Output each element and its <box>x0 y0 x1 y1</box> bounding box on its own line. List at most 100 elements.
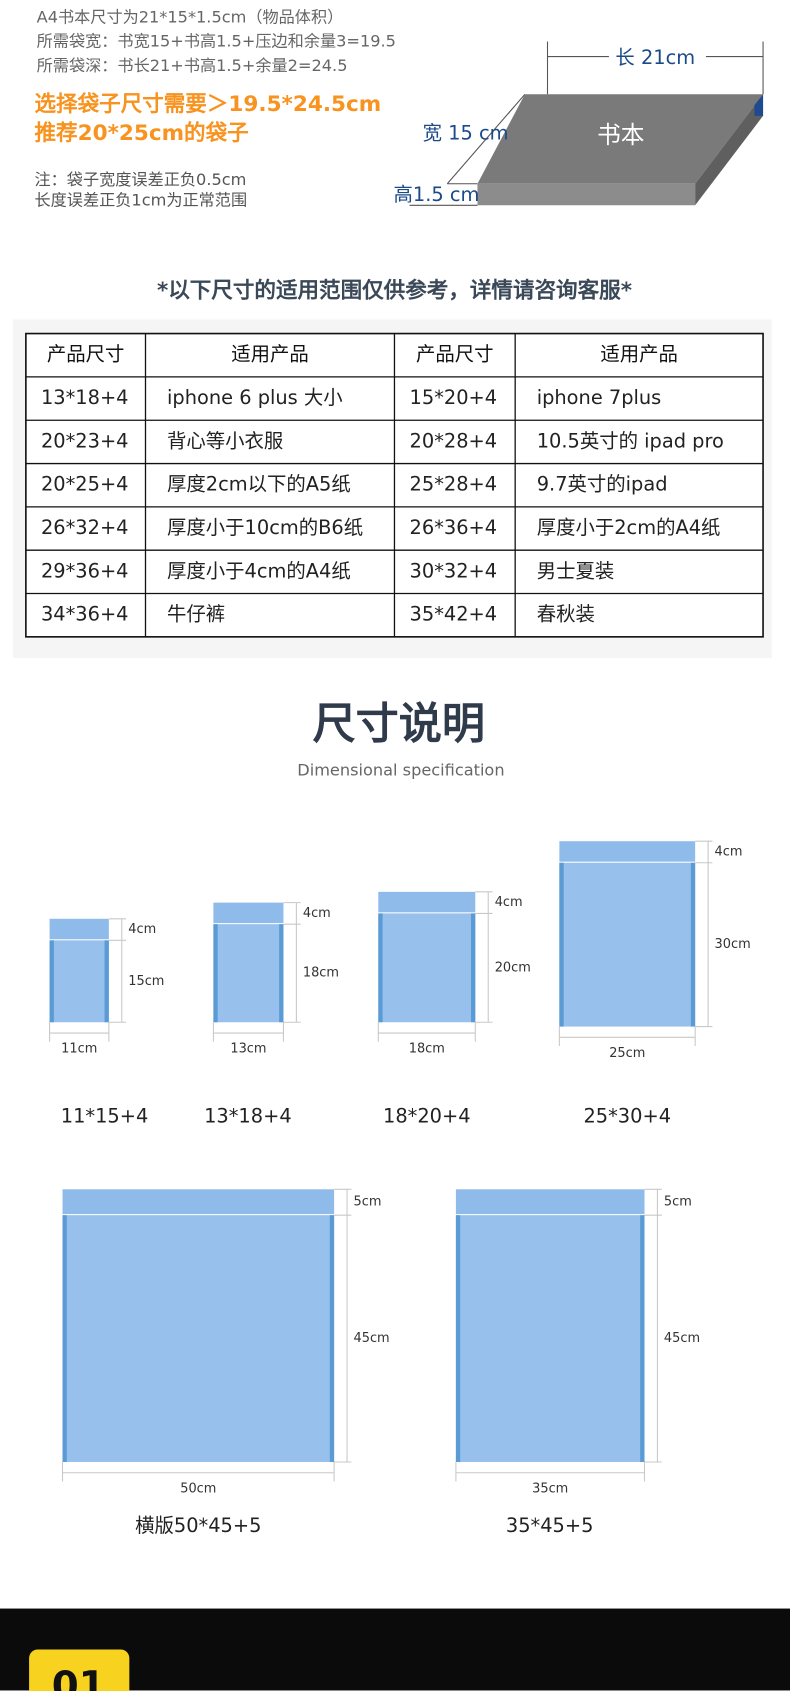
height-label: 45cm <box>354 1331 390 1346</box>
highlight-line: 推荐20*25cm的袋子 <box>34 120 248 146</box>
bag-flap <box>62 1189 335 1215</box>
table-cell: 30*32+4 <box>410 559 498 582</box>
bag-flap <box>455 1189 645 1215</box>
dim-line <box>446 93 526 185</box>
table-cell: iphone 6 plus 大小 <box>167 386 343 409</box>
flap-label: 4cm <box>715 844 743 859</box>
height-label: 15cm <box>128 974 164 989</box>
height-label: 45cm <box>664 1331 700 1346</box>
badge-number: 01 <box>52 1664 106 1691</box>
table-cell: 厚度小于10cm的B6纸 <box>167 516 363 539</box>
bag-edge <box>559 862 564 1027</box>
table-cell: iphone 7plus <box>537 386 662 409</box>
table-cell: 29*36+4 <box>41 559 129 582</box>
bag-edge <box>62 1215 67 1462</box>
footer-band <box>0 1608 790 1691</box>
bag-edge <box>640 1215 645 1462</box>
bag-body <box>378 913 476 1023</box>
table-cell: 20*25+4 <box>41 473 129 496</box>
footer-badge <box>29 1649 130 1691</box>
intro-line: A4书本尺寸为21*15*1.5cm（物品体积） <box>37 7 344 26</box>
table-cell: 厚度小于2cm的A4纸 <box>537 516 721 539</box>
bag-name: 11*15+4 <box>61 1105 149 1128</box>
bag-name: 18*20+4 <box>383 1105 471 1128</box>
height-label: 20cm <box>495 960 531 975</box>
length-label: 长 21cm <box>615 46 695 69</box>
book-top <box>477 94 764 184</box>
table-cell: 26*32+4 <box>41 516 129 539</box>
bag-edge <box>279 924 284 1023</box>
table-cell: 9.7英寸的ipad <box>537 473 668 496</box>
table-header: 产品尺寸 <box>47 343 125 366</box>
table-cell: 25*28+4 <box>410 473 498 496</box>
width-label: 35cm <box>532 1481 568 1496</box>
table-cell: 13*18+4 <box>41 386 129 409</box>
table-title: *以下尺寸的适用范围仅供参考，详情请咨询客服* <box>157 278 632 304</box>
bag-body <box>213 924 284 1023</box>
table-cell: 15*20+4 <box>410 386 498 409</box>
flap-label: 4cm <box>303 906 331 921</box>
section-subtitle: Dimensional specification <box>297 761 504 780</box>
table-header: 适用产品 <box>231 343 309 366</box>
book-diagram: 长 21cm 宽 15 cm 高1.5 cm 书本 <box>394 41 764 206</box>
bag-edge <box>49 940 54 1023</box>
table-cell: 34*36+4 <box>41 603 129 626</box>
bag-edge <box>470 913 476 1023</box>
width-label: 11cm <box>61 1042 97 1057</box>
table-cell: 26*36+4 <box>410 516 498 539</box>
table-cell: 背心等小衣服 <box>167 429 283 452</box>
table-header: 适用产品 <box>600 343 678 366</box>
width-label: 50cm <box>180 1481 216 1496</box>
highlight-line: 选择袋子尺寸需要＞19.5*24.5cm <box>34 91 381 117</box>
label-bg <box>608 45 706 70</box>
bag-name: 35*45+5 <box>506 1514 594 1537</box>
book-side <box>695 94 764 206</box>
bag-flap <box>378 891 476 913</box>
table-cell: 20*28+4 <box>410 429 498 452</box>
table-cell: 35*42+4 <box>410 603 498 626</box>
bag-name: 25*30+4 <box>583 1105 671 1128</box>
width-label: 宽 15 cm <box>423 122 509 145</box>
bag-body <box>62 1215 335 1462</box>
bag-edge <box>213 924 218 1023</box>
bag-body <box>559 862 696 1027</box>
note-line: 长度误差正负1cm为正常范围 <box>34 190 247 209</box>
book-front <box>477 183 696 206</box>
bag-edge <box>378 913 383 1023</box>
bag-name: 横版50*45+5 <box>135 1514 261 1537</box>
width-label: 25cm <box>609 1046 645 1061</box>
table-cell: 男士夏装 <box>537 559 615 582</box>
bag-body <box>49 940 109 1023</box>
bag-edge <box>455 1215 461 1462</box>
height-label: 18cm <box>303 966 339 981</box>
flap-label: 4cm <box>128 922 156 937</box>
book-label: 书本 <box>597 121 644 149</box>
table-cell: 10.5英寸的 ipad pro <box>537 429 724 452</box>
bag-flap <box>213 902 284 924</box>
height-label: 30cm <box>715 937 751 952</box>
table-cell: 厚度2cm以下的A5纸 <box>167 473 351 496</box>
bag-name: 13*18+4 <box>204 1105 292 1128</box>
bag-edge <box>104 940 109 1023</box>
table-header: 产品尺寸 <box>416 343 494 366</box>
width-label: 13cm <box>230 1042 266 1057</box>
bag-edge <box>329 1215 335 1462</box>
section-title: 尺寸说明 <box>313 699 485 749</box>
width-label: 18cm <box>409 1042 445 1057</box>
table-cell: 牛仔裤 <box>167 603 225 626</box>
intro-line: 所需袋宽：书宽15+书高1.5+压边和余量3=19.5 <box>37 32 396 51</box>
table-cell: 春秋装 <box>537 603 595 626</box>
bag-edge <box>690 862 696 1027</box>
flap-label: 5cm <box>354 1195 382 1210</box>
intro-line: 所需袋深：书长21+书高1.5+余量2=24.5 <box>37 56 348 75</box>
flap-label: 4cm <box>495 895 523 910</box>
bag-flap <box>49 918 109 940</box>
note-line: 注：袋子宽度误差正负0.5cm <box>34 170 246 189</box>
height-label: 高1.5 cm <box>394 183 480 206</box>
book-corner <box>754 94 764 116</box>
bag-flap <box>559 841 696 862</box>
flap-label: 5cm <box>664 1195 692 1210</box>
bag-body <box>455 1215 645 1462</box>
table-cell: 20*23+4 <box>41 429 129 452</box>
